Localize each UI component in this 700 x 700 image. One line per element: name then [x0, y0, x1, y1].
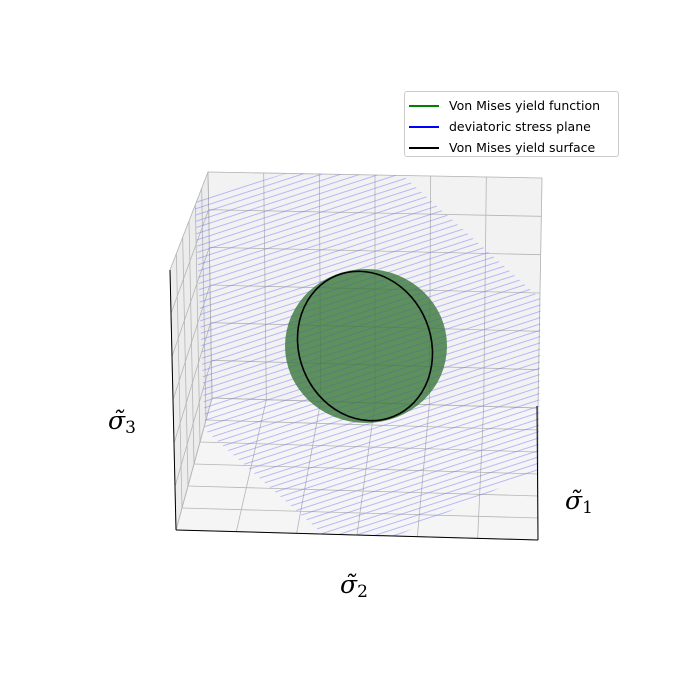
legend-swatch — [409, 104, 439, 107]
legend-label: deviatoric stress plane — [449, 119, 591, 134]
plane-over-sphere — [285, 269, 447, 423]
legend-item-yield-surface: Von Mises yield surface — [405, 137, 618, 158]
legend-label: Von Mises yield surface — [449, 140, 596, 155]
legend-item-yield-function: Von Mises yield function — [405, 95, 618, 116]
yield-surface-curve — [296, 270, 434, 422]
legend-label: Von Mises yield function — [449, 98, 601, 113]
axis-label-z: σ̃3 — [108, 406, 136, 438]
axis-lines — [169, 269, 539, 541]
legend-swatch — [409, 125, 439, 128]
axis-label-x: σ̃1 — [565, 486, 593, 518]
legend-swatch — [409, 146, 439, 149]
legend: Von Mises yield function deviatoric stre… — [404, 91, 619, 157]
legend-item-deviatoric-plane: deviatoric stress plane — [405, 116, 618, 137]
axis-label-y: σ̃2 — [340, 570, 368, 602]
